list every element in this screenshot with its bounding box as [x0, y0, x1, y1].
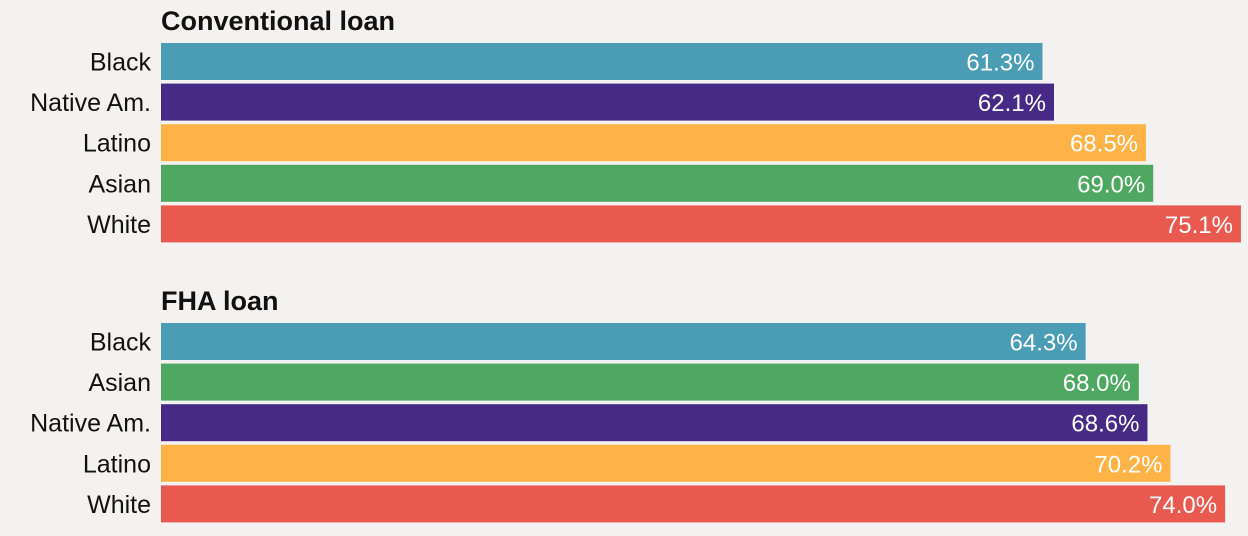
category-label: Asian: [88, 369, 151, 397]
bar: [161, 164, 1154, 202]
data-label: 61.3%: [966, 50, 1034, 77]
data-label: 68.0%: [1063, 370, 1131, 397]
bar: [161, 485, 1226, 523]
chart-panel: Conventional loan Black 61.3% Native Am. 62.…: [30, 6, 1241, 243]
bar: [161, 363, 1139, 401]
bar: [161, 124, 1147, 162]
bar: [161, 404, 1148, 442]
panel-title: FHA loan: [161, 286, 279, 316]
category-label: White: [87, 491, 151, 519]
category-label: Black: [90, 329, 152, 357]
category-label: Native Am.: [30, 410, 151, 438]
data-label: 68.5%: [1070, 131, 1138, 158]
bar: [161, 323, 1086, 360]
data-label: 62.1%: [978, 90, 1046, 117]
data-label: 68.6%: [1071, 411, 1139, 438]
data-label: 70.2%: [1094, 451, 1162, 478]
chart-panel: FHA loan Black 64.3% Asian 68.0% Native Am. 68…: [30, 286, 1226, 523]
category-label: Native Am.: [30, 89, 151, 117]
category-label: Black: [90, 49, 152, 77]
data-label: 69.0%: [1077, 171, 1145, 198]
bar: [161, 43, 1043, 80]
data-label: 75.1%: [1165, 212, 1233, 239]
bar: [161, 83, 1054, 121]
category-label: Asian: [88, 170, 151, 198]
category-label: Latino: [83, 450, 151, 478]
data-label: 64.3%: [1010, 330, 1078, 357]
bar: [161, 205, 1241, 243]
category-label: White: [87, 211, 151, 239]
category-label: Latino: [83, 130, 151, 158]
bar: [161, 444, 1171, 482]
data-label: 74.0%: [1149, 492, 1217, 519]
panel-title: Conventional loan: [161, 6, 395, 36]
